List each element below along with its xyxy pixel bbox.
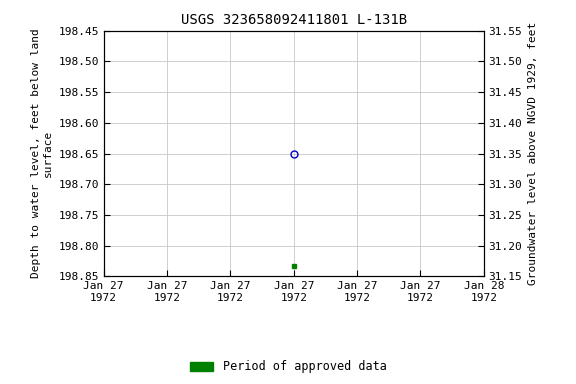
Legend: Period of approved data: Period of approved data <box>185 356 391 378</box>
Y-axis label: Groundwater level above NGVD 1929, feet: Groundwater level above NGVD 1929, feet <box>528 22 538 285</box>
Title: USGS 323658092411801 L-131B: USGS 323658092411801 L-131B <box>181 13 407 27</box>
Y-axis label: Depth to water level, feet below land
surface: Depth to water level, feet below land su… <box>31 29 53 278</box>
